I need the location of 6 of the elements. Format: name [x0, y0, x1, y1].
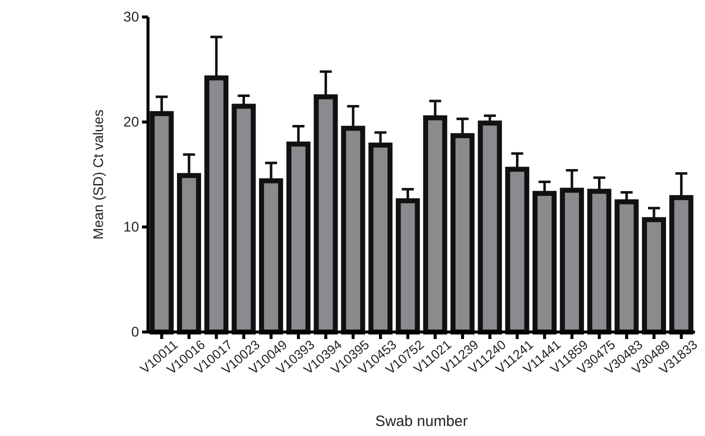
y-tick-label: 30 — [123, 8, 140, 24]
y-tick-label: 10 — [123, 218, 140, 234]
y-tick-label: 20 — [123, 113, 140, 130]
x-axis-title: Swab number — [375, 413, 468, 430]
y-tick-label: 0 — [131, 323, 140, 340]
y-axis-title: Mean (SD) Ct values — [90, 110, 106, 240]
